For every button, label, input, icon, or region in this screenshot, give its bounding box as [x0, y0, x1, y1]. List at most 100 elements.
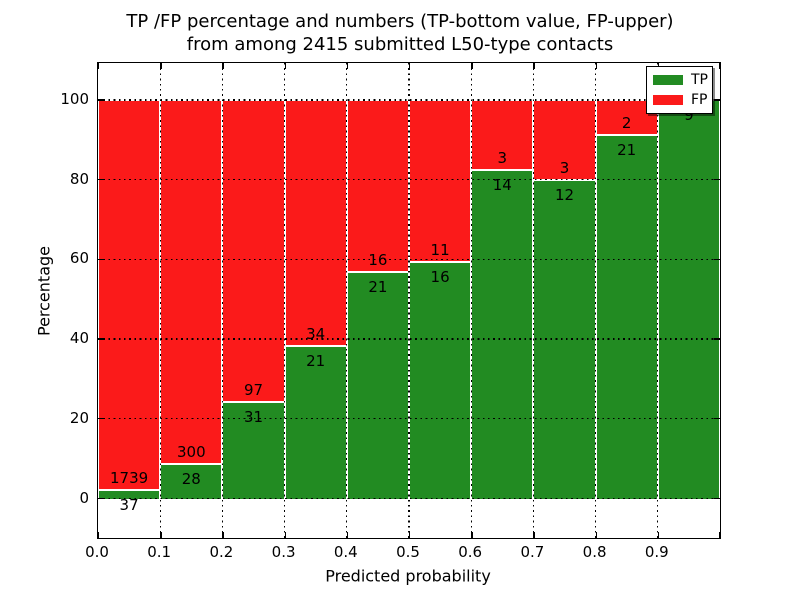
v-gridline [221, 63, 224, 538]
fp-count-label: 34 [306, 325, 326, 344]
x-tickmark-bottom [160, 532, 162, 538]
ytick-label: 60 [69, 249, 89, 268]
tp-count-label: 21 [368, 278, 388, 297]
xtick-label: 0.3 [271, 543, 296, 561]
legend: TP FP [646, 66, 713, 114]
bar-segment-tp [284, 346, 347, 500]
legend-label-fp: FP [691, 91, 708, 108]
tp-count-label: 9 [684, 106, 694, 124]
legend-swatch-fp [653, 95, 683, 105]
x-tickmark-top [471, 63, 473, 69]
legend-row: TP [653, 71, 708, 88]
chart-title-line1: TP /FP percentage and numbers (TP-bottom… [126, 11, 674, 32]
x-tickmark-top [718, 63, 720, 69]
xtick-label: 0.7 [520, 543, 545, 561]
bar-segment-fp [346, 100, 409, 273]
y-tickmark-left [98, 418, 104, 420]
fp-count-label: 3 [559, 158, 570, 177]
xtick-label: 0.1 [147, 543, 172, 561]
chart-title-line2: from among 2415 submitted L50-type conta… [186, 34, 614, 55]
tp-count-label: 31 [243, 407, 264, 426]
bar-segment-fp [471, 100, 534, 171]
tp-count-label: 28 [181, 470, 201, 489]
chart-title: TP /FP percentage and numbers (TP-bottom… [0, 10, 800, 56]
ytick-label: 40 [69, 329, 89, 348]
fp-count-label: 3 [497, 149, 508, 168]
x-tickmark-top [160, 63, 162, 69]
tick-layer [98, 63, 720, 538]
v-gridline [594, 63, 597, 538]
y-tickmark-left [98, 179, 104, 181]
bar-segment-fp [284, 100, 347, 347]
ytick-label: 20 [69, 408, 89, 427]
v-gridline [408, 63, 410, 538]
y-tickmark-right [714, 179, 720, 181]
v-gridline [470, 63, 472, 538]
y-tickmark-left [98, 99, 104, 101]
ytick-label: 80 [69, 169, 89, 188]
y-tickmark-right [714, 338, 720, 340]
x-tickmark-bottom [533, 532, 535, 538]
y-tickmark-right [714, 497, 720, 500]
xtick-label: 0.0 [85, 543, 109, 561]
v-gridline [283, 63, 286, 538]
x-tickmark-top [533, 63, 535, 69]
x-tickmark-top [284, 63, 286, 69]
v-gridline [532, 63, 535, 538]
fp-count-label: 300 [176, 443, 206, 462]
v-gridline [159, 63, 161, 538]
x-tickmark-bottom [595, 532, 597, 538]
y-tickmark-right [714, 258, 720, 261]
y-tickmark-right [714, 99, 720, 101]
tp-count-label: 16 [430, 268, 450, 287]
x-tickmark-top [98, 63, 100, 69]
annotations-layer: 1739 37 300 28 97 31 34 21 16 21 11 16 3 14 3 12 2 21 9 [98, 63, 720, 538]
x-tickmark-top [595, 63, 597, 69]
y-tickmark-left [98, 497, 104, 500]
plot-area: 1739 37 300 28 97 31 34 21 16 21 11 16 3 14 3 12 2 21 9 [97, 62, 721, 539]
tp-count-label: 14 [492, 176, 512, 195]
xtick-label: 0.6 [458, 543, 483, 561]
tp-count-label: 12 [554, 185, 575, 204]
x-tickmark-bottom [346, 532, 349, 538]
legend-row: FP [653, 91, 708, 108]
y-tickmark-left [98, 258, 104, 261]
v-gridline [657, 63, 659, 538]
legend-label-tp: TP [691, 71, 708, 88]
x-tickmark-top [222, 63, 224, 69]
bar-segment-fp [533, 100, 596, 180]
y-axis-label: Percentage [34, 245, 54, 337]
v-gridline [346, 63, 348, 538]
xtick-label: 0.8 [582, 543, 607, 561]
tp-count-label: 37 [119, 496, 139, 515]
fp-count-label: 2 [621, 113, 632, 132]
x-tickmark-bottom [471, 532, 473, 538]
legend-swatch-tp [653, 75, 683, 85]
bar-segment-tp [533, 179, 596, 500]
bar-segment-tp [657, 100, 720, 500]
grid-layer [98, 63, 720, 538]
fp-count-label: 11 [430, 241, 450, 260]
fp-count-label: 1739 [110, 469, 149, 488]
bar-segment-fp [409, 100, 472, 263]
x-tickmark-bottom [222, 532, 224, 538]
y-tickmark-right [714, 418, 720, 420]
ytick-label: 100 [60, 90, 89, 108]
bar-segment-tp [346, 272, 409, 500]
x-tickmark-top [409, 63, 411, 69]
x-tickmark-bottom [657, 532, 660, 538]
xtick-label: 0.9 [644, 543, 669, 561]
x-tickmark-bottom [98, 532, 100, 538]
bars-layer [98, 63, 720, 538]
xtick-label: 0.2 [209, 543, 234, 561]
x-tickmark-bottom [284, 532, 286, 538]
x-tickmark-bottom [718, 532, 720, 538]
x-axis-label: Predicted probability [325, 566, 491, 586]
tp-count-label: 21 [617, 140, 637, 159]
ytick-label: 0 [79, 488, 89, 507]
fp-count-label: 97 [243, 380, 264, 399]
xtick-label: 0.4 [333, 543, 358, 561]
x-tickmark-bottom [409, 532, 411, 538]
fp-count-label: 16 [368, 251, 388, 270]
